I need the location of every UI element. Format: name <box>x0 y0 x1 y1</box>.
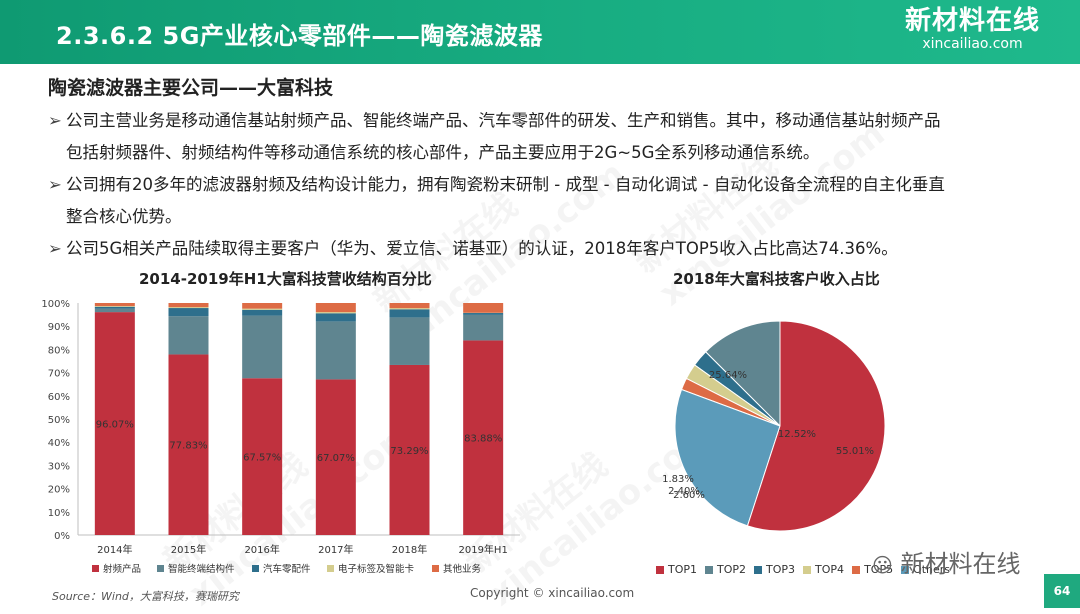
pie-chart-title: 2018年大富科技客户收入占比 <box>673 268 880 289</box>
legend-swatch <box>705 566 713 574</box>
bullet-item: ➢ 公司5G相关产品陆续取得主要客户（华为、爱立信、诺基亚）的认证，2018年客… <box>48 233 1048 265</box>
bar-segment <box>316 313 356 321</box>
legend-label: TOP4 <box>815 563 844 576</box>
logo-url: xincailiao.com <box>905 36 1040 52</box>
bar-data-label: 67.57% <box>243 453 281 464</box>
bar-segment <box>242 303 282 309</box>
pie-data-label: 2.40% <box>668 486 700 497</box>
pie-data-label: 25.64% <box>709 370 747 381</box>
legend-swatch <box>327 565 334 572</box>
bar-data-label: 67.07% <box>317 453 355 464</box>
y-tick-label: 90% <box>48 322 70 333</box>
x-tick-label: 2017年 <box>318 543 353 556</box>
x-tick-label: 2019年H1 <box>458 543 507 556</box>
bar-chart-title: 2014-2019年H1大富科技营收结构百分比 <box>139 268 432 289</box>
bar-segment <box>242 316 282 379</box>
y-tick-label: 30% <box>48 461 70 472</box>
bar-segment <box>463 315 503 341</box>
legend-swatch <box>656 566 664 574</box>
bullet-text: 公司拥有20多年的滤波器射频及结构设计能力，拥有陶瓷粉末研制 - 成型 - 自动… <box>66 175 945 194</box>
bullet-text: 整合核心优势。 <box>66 207 182 226</box>
y-tick-label: 40% <box>48 438 70 449</box>
header-bar: 2.3.6.2 5G产业核心零部件——陶瓷滤波器 新材料在线 xincailia… <box>0 0 1080 64</box>
bar-segment <box>463 313 503 315</box>
legend-swatch <box>754 566 762 574</box>
bar-data-label: 83.88% <box>464 434 502 445</box>
y-tick-label: 50% <box>48 415 70 426</box>
wechat-name: 新材料在线 <box>901 550 1021 578</box>
legend-label: 其他业务 <box>443 563 482 575</box>
bar-segment <box>169 316 209 354</box>
legend-label: 电子标签及智能卡 <box>338 563 415 575</box>
bar-data-label: 77.83% <box>169 441 207 452</box>
bar-data-label: 96.07% <box>96 420 134 431</box>
source-note: Source：Wind，大富科技，赛瑞研究 <box>52 588 239 604</box>
bar-segment <box>316 321 356 379</box>
bar-segment <box>390 303 430 308</box>
y-tick-label: 10% <box>48 508 70 519</box>
y-tick-label: 80% <box>48 345 70 356</box>
stacked-bar-chart: 0% 10% 20% 30% 40% 50% 60% 70% 80% 90% 100% 96.07% 2… <box>40 290 540 585</box>
bar-data-label: 73.29% <box>390 446 428 457</box>
legend-swatch <box>157 565 164 572</box>
brand-logo: 新材料在线 xincailiao.com <box>905 6 1040 52</box>
y-tick-label: 20% <box>48 485 70 496</box>
bar-segment <box>95 303 135 306</box>
bullet-text: 公司主营业务是移动通信基站射频产品、智能终端产品、汽车零部件的研发、生产和销售。… <box>66 111 941 130</box>
bar-segment <box>390 309 430 317</box>
pie-data-label: 55.01% <box>836 446 874 457</box>
pie-data-label: 12.52% <box>778 429 816 440</box>
x-tick-label: 2016年 <box>244 543 279 556</box>
bar-segment <box>242 309 282 310</box>
bar-segment <box>169 307 209 308</box>
arrow-bullet-icon: ➢ <box>48 169 62 201</box>
legend-swatch <box>852 566 860 574</box>
bar-segment <box>169 303 209 307</box>
legend-swatch <box>803 566 811 574</box>
bar-segment <box>390 317 430 365</box>
wechat-account: ☺ 新材料在线 <box>872 544 1021 579</box>
bar-segment <box>95 306 135 307</box>
x-tick-label: 2015年 <box>171 543 206 556</box>
copyright-text: Copyright © xincailiao.com <box>470 586 634 600</box>
legend-swatch <box>92 565 99 572</box>
legend-label: 射频产品 <box>103 563 141 575</box>
legend-label: TOP3 <box>766 563 795 576</box>
bullet-text: 公司5G相关产品陆续取得主要客户（华为、爱立信、诺基亚）的认证，2018年客户T… <box>66 239 898 258</box>
bar-segment <box>169 308 209 316</box>
legend-swatch <box>432 565 439 572</box>
legend-label: TOP1 <box>668 563 697 576</box>
logo-text: 新材料在线 <box>905 6 1040 36</box>
bar-segment <box>242 310 282 316</box>
bar-segment <box>316 303 356 312</box>
x-tick-label: 2014年 <box>97 543 132 556</box>
bullet-item: ➢ 公司主营业务是移动通信基站射频产品、智能终端产品、汽车零部件的研发、生产和销… <box>48 105 1048 169</box>
section-title: 陶瓷滤波器主要公司——大富科技 <box>48 73 333 100</box>
y-tick-label: 70% <box>48 369 70 380</box>
pie-data-label: 1.83% <box>662 474 694 485</box>
wechat-icon: ☺ <box>872 553 893 577</box>
arrow-bullet-icon: ➢ <box>48 233 62 265</box>
y-tick-label: 60% <box>48 392 70 403</box>
bar-segment <box>95 307 135 309</box>
page-number: 64 <box>1044 574 1080 608</box>
page-title: 2.3.6.2 5G产业核心零部件——陶瓷滤波器 <box>56 16 543 51</box>
legend-swatch <box>252 565 259 572</box>
x-tick-label: 2018年 <box>392 543 427 556</box>
y-tick-label: 100% <box>41 299 70 310</box>
bullet-text: 包括射频器件、射频结构件等移动通信系统的核心部件，产品主要应用于2G~5G全系列… <box>66 143 819 162</box>
bullet-item: ➢ 公司拥有20多年的滤波器射频及结构设计能力，拥有陶瓷粉末研制 - 成型 - … <box>48 169 1048 233</box>
arrow-bullet-icon: ➢ <box>48 105 62 137</box>
bar-segment <box>390 308 430 309</box>
bullet-list: ➢ 公司主营业务是移动通信基站射频产品、智能终端产品、汽车零部件的研发、生产和销… <box>48 105 1048 265</box>
y-tick-label: 0% <box>54 531 70 542</box>
legend-label: 智能终端结构件 <box>168 563 235 575</box>
legend-label: TOP2 <box>717 563 746 576</box>
bar-segment <box>95 309 135 312</box>
bar-segment <box>463 303 503 313</box>
pie-chart: 12.52%2.60%2.40%1.83%25.64%55.01% <box>630 290 920 560</box>
legend-label: 汽车零配件 <box>263 563 311 575</box>
bar-segment <box>316 312 356 313</box>
